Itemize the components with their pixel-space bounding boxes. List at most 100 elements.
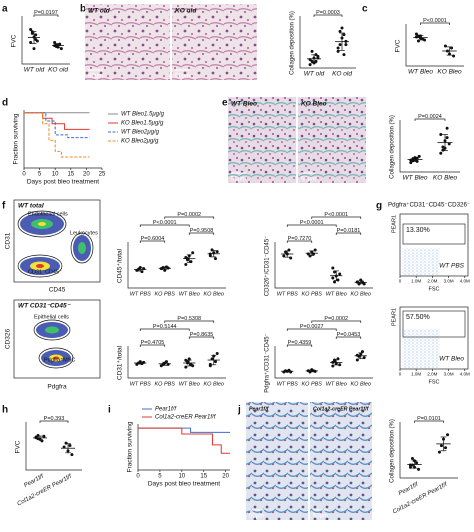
- p-value: P=0.0027: [300, 324, 324, 330]
- x-tick-label: WT Bleo: [408, 69, 433, 76]
- axis: [399, 422, 458, 479]
- y-axis-label: CD45⁺/total: [117, 248, 124, 283]
- data-point: [310, 49, 314, 53]
- x-tick-label: 25: [99, 172, 106, 178]
- p-value: P=0.6004: [141, 236, 165, 242]
- gate-percent: 13.30%: [406, 227, 430, 234]
- p-value: P<0.0001: [324, 212, 348, 218]
- x-tick-label: WT Bleo: [326, 381, 347, 387]
- x-tick-label: WT PBS: [130, 381, 151, 387]
- panel-letter: c: [362, 4, 368, 15]
- y-axis-label: Collagen deposition (%): [390, 419, 396, 483]
- p-value: P=0.0002: [177, 212, 201, 218]
- x-tick-label: WT Bleo: [179, 381, 200, 387]
- x-tick-label: KO Bleo: [204, 291, 224, 297]
- p-value: P=0.0002: [324, 316, 348, 322]
- data-point: [331, 276, 335, 280]
- data-point: [215, 351, 219, 355]
- axis: [299, 16, 356, 69]
- significance-bracket: [139, 240, 166, 243]
- x-tick-label: WT PBS: [277, 381, 298, 387]
- data-point: [333, 280, 337, 284]
- x-tick-label: Pear1f/f: [23, 473, 46, 489]
- significance-bracket: [311, 216, 362, 219]
- data-point: [215, 250, 219, 254]
- data-point: [333, 270, 337, 274]
- significance-bracket: [164, 216, 215, 219]
- x-tick-label: 0: [22, 172, 26, 178]
- data-point: [70, 453, 74, 457]
- scale-label: 50μm: [301, 177, 316, 183]
- flow-plot: [13, 299, 101, 379]
- x-tick-label: 1.0M: [411, 279, 421, 284]
- flow-title: Pdgfra⁺CD31⁻CD45⁻CD326⁻: [388, 202, 470, 209]
- data-point: [362, 282, 366, 286]
- p-value: P=0.0101: [417, 416, 441, 422]
- data-point: [408, 465, 412, 469]
- panel-letter: h: [2, 405, 8, 416]
- x-tick-label: 0: [136, 474, 140, 480]
- p-value: P=0.0453: [337, 332, 361, 338]
- micrograph: [172, 4, 257, 80]
- data-point: [342, 53, 346, 57]
- significance-bracket: [414, 420, 444, 423]
- data-point: [34, 33, 38, 37]
- data-point: [362, 356, 366, 360]
- gate-percent: 57.50%: [406, 314, 430, 321]
- survival-line: [24, 112, 90, 130]
- micrograph-label: WT old: [88, 8, 111, 15]
- flow-density: [53, 356, 59, 360]
- data-point: [331, 266, 335, 270]
- data-point: [140, 270, 144, 274]
- significance-bracket: [414, 118, 446, 121]
- legend-label: KO Bleo1.5μg/g: [121, 121, 164, 127]
- gate-label: Leukocytes: [70, 230, 98, 236]
- data-point: [423, 38, 427, 42]
- panel-letter: a: [2, 4, 8, 15]
- significance-bracket: [164, 320, 215, 323]
- axis: [23, 110, 102, 169]
- flow-density: [78, 242, 86, 254]
- data-point: [414, 32, 418, 36]
- panel-letter: d: [2, 98, 8, 109]
- x-tick-label: 3.0M: [444, 372, 454, 377]
- x-tick-label: 4.0M: [460, 279, 470, 284]
- gate-label: CD31⁻CD45⁻: [28, 269, 62, 275]
- micrograph: [85, 4, 170, 80]
- y-axis-label: Fraction surviving: [127, 421, 134, 472]
- x-tick-label: WT Bleo: [179, 291, 200, 297]
- significance-bracket: [188, 232, 215, 235]
- data-point: [336, 46, 340, 50]
- significance-bracket: [335, 336, 362, 339]
- p-value: P=0.0003: [316, 10, 340, 16]
- data-point: [184, 358, 188, 362]
- axis: [274, 242, 373, 289]
- flow-density: [45, 326, 59, 334]
- survival-line: [138, 427, 230, 433]
- flow-title: WT CD31⁻CD45⁻: [18, 303, 72, 310]
- data-point: [355, 353, 359, 357]
- data-point: [355, 358, 359, 362]
- axis-label: Pdgfra: [47, 384, 67, 391]
- micrograph: [246, 402, 308, 520]
- axis: [405, 24, 464, 67]
- p-value: P<0.0001: [153, 220, 177, 226]
- data-point: [338, 29, 342, 33]
- p-value: P=0.0197: [34, 10, 58, 16]
- data-point: [40, 439, 44, 443]
- data-point: [344, 43, 348, 47]
- data-point: [443, 44, 447, 48]
- data-point: [213, 257, 217, 261]
- significance-bracket: [188, 336, 215, 339]
- axis-label: PEAR1: [391, 215, 397, 233]
- y-axis-label: FVC: [11, 34, 18, 47]
- scale-label: 50μm: [88, 74, 103, 80]
- x-tick-label: KO Bleo: [351, 291, 371, 297]
- data-point: [445, 126, 449, 130]
- plot-label: WT Bleo: [439, 356, 464, 363]
- x-tick-label: Col1a2-creER Pear1f/f: [17, 473, 74, 507]
- gate-label: Epithelial cells: [34, 314, 69, 320]
- data-point: [417, 154, 421, 158]
- panel-letter: e: [222, 98, 228, 109]
- data-point: [444, 446, 448, 450]
